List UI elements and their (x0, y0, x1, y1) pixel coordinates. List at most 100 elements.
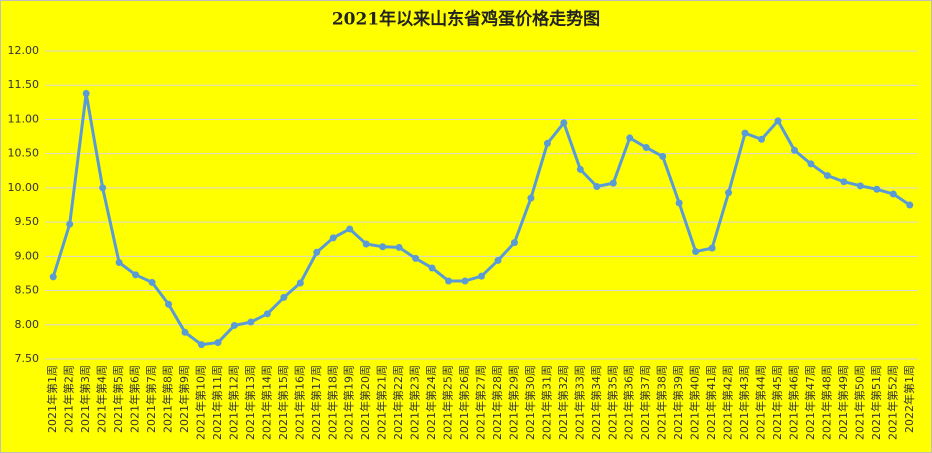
x-tick-label: 2021年第46周 (786, 365, 800, 440)
data-point (82, 89, 90, 97)
x-tick-label: 2021年第3周 (78, 365, 92, 433)
data-point (99, 184, 107, 192)
x-tick-label: 2021年第31周 (539, 365, 553, 440)
data-point (774, 117, 782, 125)
x-tick-label: 2021年第24周 (424, 365, 438, 440)
y-tick-label: 9.50 (15, 215, 40, 228)
data-point (132, 271, 140, 279)
x-tick-label: 2021年第39周 (671, 365, 685, 440)
data-point (115, 258, 123, 266)
data-point (362, 240, 370, 248)
x-tick-label: 2021年第34周 (589, 365, 603, 440)
data-point (560, 119, 568, 127)
data-point (840, 178, 848, 186)
data-point (593, 183, 601, 191)
x-tick-label: 2021年第7周 (144, 365, 158, 433)
data-point (230, 321, 238, 329)
x-tick-label: 2021年第4周 (95, 365, 109, 433)
x-tick-label: 2021年第2周 (62, 365, 76, 433)
data-point (428, 264, 436, 272)
x-tick-label: 2021年第44周 (754, 365, 768, 440)
x-tick-label: 2021年第28周 (490, 365, 504, 440)
data-point (889, 190, 897, 198)
data-point (197, 341, 205, 349)
x-tick-label: 2021年第11周 (210, 365, 224, 440)
data-point (478, 272, 485, 280)
data-point (906, 201, 914, 209)
x-tick-label: 2021年第8周 (161, 365, 175, 433)
x-tick-label: 2021年第48周 (819, 365, 833, 440)
data-point (395, 243, 403, 251)
data-point (313, 248, 321, 256)
data-point (280, 293, 288, 301)
x-tick-label: 2021年第15周 (276, 365, 290, 440)
data-point (148, 278, 156, 286)
x-tick-label: 2021年第20周 (358, 365, 372, 440)
y-tick-label: 10.50 (8, 147, 40, 160)
data-point (263, 310, 271, 318)
data-point (494, 256, 502, 264)
y-tick-label: 12.00 (8, 44, 40, 57)
data-point (527, 194, 535, 202)
x-tick-label: 2021年第18周 (325, 365, 339, 440)
x-tick-label: 2021年第22周 (391, 365, 405, 440)
x-tick-label: 2021年第23周 (408, 365, 422, 440)
data-point (543, 139, 551, 147)
x-tick-label: 2021年第43周 (737, 365, 751, 440)
data-point (296, 279, 304, 287)
y-tick-label: 9.00 (15, 249, 40, 262)
x-tick-label: 2022年第1周 (902, 365, 916, 433)
data-point (412, 254, 420, 262)
x-tick-label: 2021年第9周 (177, 365, 191, 433)
y-tick-label: 7.50 (15, 352, 40, 365)
x-tick-label: 2021年第5周 (111, 365, 125, 433)
y-tick-label: 10.00 (8, 181, 40, 194)
x-tick-label: 2021年第21周 (375, 365, 389, 440)
x-tick-label: 2021年第1周 (45, 365, 59, 433)
x-tick-label: 2021年第25周 (441, 365, 455, 440)
data-point (642, 144, 650, 152)
chart-title: 2021年以来山东省鸡蛋价格走势图 (332, 9, 600, 30)
x-tick-label: 2021年第45周 (770, 365, 784, 440)
x-tick-label: 2021年第10周 (193, 365, 207, 440)
x-tick-label: 2021年第42周 (721, 365, 735, 440)
x-tick-label: 2021年第49周 (836, 365, 850, 440)
x-tick-label: 2021年第36周 (622, 365, 636, 440)
x-tick-label: 2021年第52周 (885, 365, 899, 440)
y-tick-label: 8.00 (15, 318, 40, 331)
data-point (675, 199, 683, 207)
x-tick-label: 2021年第51周 (869, 365, 883, 440)
data-point (626, 134, 634, 142)
x-tick-label: 2021年第13周 (243, 365, 257, 440)
data-point (445, 277, 453, 285)
x-tick-label: 2021年第12周 (226, 365, 240, 440)
x-tick-label: 2021年第30周 (523, 365, 537, 440)
data-point (758, 135, 766, 143)
x-tick-label: 2021年第40周 (688, 365, 702, 440)
x-tick-label: 2021年第6周 (128, 365, 142, 433)
y-tick-label: 8.50 (15, 284, 40, 297)
data-point (461, 277, 469, 285)
data-point (329, 234, 337, 242)
data-point (856, 182, 864, 190)
data-point (659, 152, 667, 160)
data-point (873, 185, 881, 193)
data-point (214, 339, 222, 347)
y-tick-label: 11.50 (8, 78, 40, 91)
x-tick-label: 2021年第33周 (572, 365, 586, 440)
data-point (181, 328, 189, 336)
y-tick-label: 11.00 (8, 112, 40, 125)
x-tick-label: 2021年第26周 (457, 365, 471, 440)
x-tick-label: 2021年第19周 (342, 365, 356, 440)
data-point (247, 318, 255, 326)
data-point (741, 129, 749, 137)
x-tick-label: 2021年第41周 (704, 365, 718, 440)
x-tick-label: 2021年第29周 (506, 365, 520, 440)
data-point (692, 248, 700, 256)
data-point (807, 160, 815, 168)
x-tick-label: 2021年第14周 (259, 365, 273, 440)
data-point (49, 273, 57, 281)
x-tick-label: 2021年第17周 (309, 365, 323, 440)
